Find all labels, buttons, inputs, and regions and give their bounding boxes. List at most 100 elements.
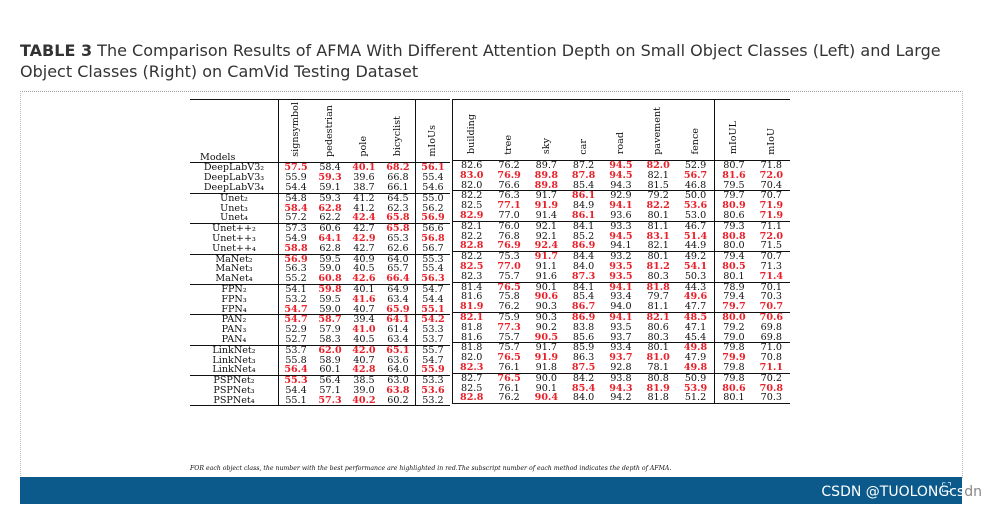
column-header-bicyclist: bicyclist (380, 98, 416, 164)
table-cell: 38.5 (346, 375, 381, 386)
table-cell: 87.5 (571, 362, 596, 374)
table-row: 82.2 76.3 91.7 86.1 92.9 79.2 50.0 79.7 70.7 (452, 190, 790, 202)
column-header-label: building (465, 114, 477, 155)
column-header-sky: sky (527, 99, 565, 161)
table-cell: 70.7 (752, 190, 790, 202)
table-cell: 46.7 (676, 220, 715, 232)
table-cell: 80.0 (714, 241, 753, 252)
table-row: 81.6 75.7 90.5 85.6 93.7 80.3 45.4 79.0 69.8 (452, 331, 791, 343)
table-row: MaNet₃ 56.3 59.0 40.5 65.7 55.4 (190, 263, 450, 275)
table-cell: 45.4 (684, 331, 707, 343)
table-cell: 82.5 (452, 201, 491, 211)
table-cell: 53.3 (414, 325, 450, 335)
column-header-label: pavement (652, 106, 664, 155)
table-cell: 39.4 (346, 314, 381, 326)
column-header-miou: mIoU (752, 99, 790, 161)
table-cell: 65.9 (386, 303, 410, 315)
table-cell: 71.4 (759, 270, 784, 282)
table-row: 81.6 75.8 90.6 85.4 93.4 79.7 49.6 79.4 70.3 (452, 291, 791, 303)
column-header-label: car (577, 138, 589, 155)
table-cell: 53.9 (683, 382, 708, 394)
table-cell: 84.1 (564, 281, 603, 293)
table-cell: 55.2 (285, 273, 307, 285)
table-cell: 63.8 (386, 384, 410, 396)
table-cell: 70.3 (752, 393, 790, 405)
table-cell: 90.2 (535, 321, 558, 333)
table-cell: 92.1 (527, 220, 565, 232)
table-cell: 92.8 (610, 362, 632, 374)
column-header-label: road (615, 132, 627, 155)
table-cell: 40.5 (353, 333, 375, 345)
table-cell: 55.8 (285, 354, 307, 366)
table-cell: 71.9 (759, 210, 784, 222)
table-cell: 80.6 (714, 383, 753, 394)
table-row: FPN₂ 54.1 59.8 40.1 64.9 54.7 (190, 283, 450, 295)
table-row: 82.9 77.0 91.4 86.1 93.6 80.1 53.0 80.6 71.9 (452, 210, 791, 222)
table-cell: 55.9 (414, 365, 450, 376)
column-header-mious: mIoUs (414, 98, 450, 164)
table-cell: 53.3 (414, 375, 450, 386)
table-cell: 85.6 (572, 331, 595, 343)
table-cell: 52.9 (285, 324, 307, 336)
table-cell: 82.0 (646, 160, 670, 172)
table-cell: 84.0 (572, 261, 595, 273)
table-cell: 79.7 (714, 302, 753, 313)
table-cell: 76.9 (497, 169, 521, 181)
table-cell: 81.4 (452, 281, 491, 293)
table-cell: 58.3 (319, 333, 341, 345)
table-cell: 42.4 (352, 212, 376, 224)
table-cell: 54.7 (284, 303, 308, 315)
table-cell: 82.1 (452, 220, 491, 232)
table-cell: 75.9 (490, 311, 528, 323)
table-cell: 82.2 (452, 251, 491, 262)
table-cell: 81.8 (452, 323, 491, 333)
table-row: FPN₄ 54.7 59.0 40.7 65.9 55.1 (190, 303, 450, 315)
table-cell: 52.7 (285, 333, 307, 345)
table-cell: 55.0 (414, 192, 450, 204)
table-cell: 54.6 (414, 183, 450, 194)
table-cell: 82.1 (639, 311, 677, 323)
table-cell: 57.5 (284, 162, 308, 174)
table-cell: 65.7 (387, 263, 409, 275)
table-cell: 76.1 (498, 382, 520, 394)
column-header-building: building (452, 99, 491, 161)
table-cell: 55.3 (278, 375, 314, 386)
table-cell: 80.3 (647, 270, 669, 282)
table-cell: 82.0 (452, 180, 491, 191)
table-cell: 75.8 (498, 291, 520, 303)
table-cell: 77.0 (497, 261, 521, 273)
table-row: Unet₂ 54.8 59.3 41.2 64.5 55.0 (190, 192, 450, 204)
table-cell: 76.3 (490, 190, 528, 202)
table-cell: 82.8 (452, 393, 491, 405)
column-header-label: pole (358, 136, 370, 157)
table-cell: 93.4 (602, 342, 640, 354)
model-name: FPN₃ (190, 295, 279, 305)
table-row: DeepLabV3₂ 57.5 58.4 40.1 68.2 56.1 (190, 162, 450, 174)
table-cell: 85.4 (572, 291, 595, 303)
table-cell: 56.4 (313, 375, 347, 386)
table-cell: 87.8 (571, 169, 596, 181)
table-cell: 55.4 (414, 173, 450, 183)
table-cell: 81.5 (647, 179, 669, 191)
table-cell: 64.0 (387, 364, 409, 376)
table-cell: 91.4 (535, 210, 558, 222)
expand-icon[interactable]: ⛶ (941, 481, 952, 496)
table-cell: 77.3 (497, 321, 521, 333)
table-cell: 58.9 (319, 354, 341, 366)
table-cell: 59.5 (313, 253, 347, 265)
table-cell: 94.5 (609, 169, 633, 181)
table-cell: 76.0 (490, 220, 528, 232)
table-cell: 40.1 (352, 162, 376, 174)
table-cell: 50.9 (676, 372, 715, 384)
table-cell: 90.5 (534, 331, 559, 343)
table-row: 81.4 76.5 90.1 84.1 94.1 81.8 44.3 78.9 70.1 (452, 281, 790, 293)
table-cell: 71.9 (759, 200, 784, 212)
column-header-tree: tree (490, 99, 528, 161)
table-cell: 64.1 (318, 233, 342, 245)
table-cell: 81.0 (646, 352, 670, 364)
left-table: Models signsymbol pedestrian pole bicyclist m… (190, 98, 450, 407)
table-cell: 76.8 (498, 230, 520, 242)
table-cell: 94.3 (610, 179, 632, 191)
table-cell: 79.4 (714, 292, 753, 303)
table-cell: 54.1 (683, 261, 708, 273)
